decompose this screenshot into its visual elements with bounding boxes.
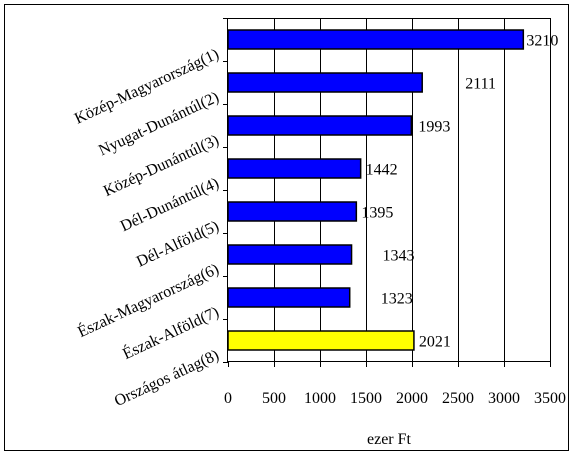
x-axis-title: ezer Ft <box>367 431 412 448</box>
data-label: 1395 <box>361 205 393 222</box>
x-tick-label: 1000 <box>304 390 336 407</box>
data-label: 1323 <box>381 291 413 308</box>
data-label: 3210 <box>526 33 558 50</box>
data-label: 1993 <box>418 119 450 136</box>
x-tick-label: 2000 <box>396 390 428 407</box>
data-label: 2021 <box>419 334 451 351</box>
x-tick-label: 500 <box>262 390 286 407</box>
x-tick-label: 3500 <box>534 390 566 407</box>
bar <box>227 244 353 265</box>
bar <box>227 158 362 179</box>
bar <box>227 29 525 50</box>
x-tick-label: 1500 <box>350 390 382 407</box>
bar <box>227 115 413 136</box>
x-tick-label: 0 <box>224 390 232 407</box>
bar <box>227 201 358 222</box>
outer-border <box>4 4 569 451</box>
x-tick-label: 3000 <box>488 390 520 407</box>
data-label: 1343 <box>383 248 415 265</box>
bar <box>227 72 423 93</box>
data-label: 1442 <box>366 162 398 179</box>
bar <box>227 287 351 308</box>
x-tick-label: 2500 <box>442 390 474 407</box>
data-label: 2111 <box>465 76 496 93</box>
bar <box>227 330 415 351</box>
